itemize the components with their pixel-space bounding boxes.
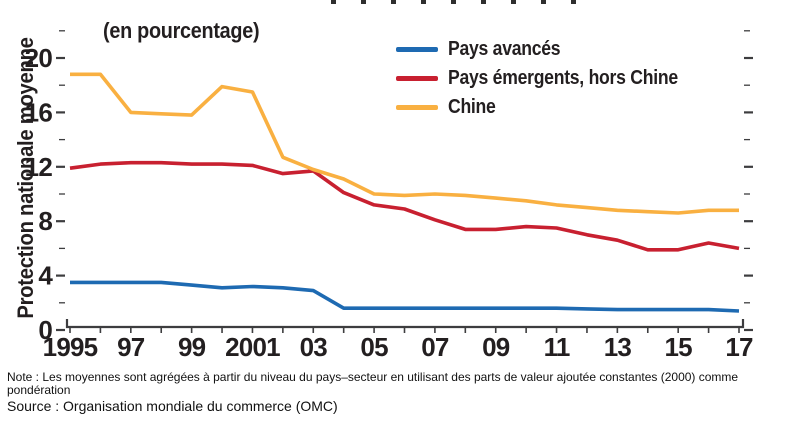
x-axis-label: 11	[544, 332, 570, 362]
legend-item-pays-avances: Pays avancés	[396, 35, 709, 64]
chart-legend: Pays avancés Pays émergents, hors Chine …	[396, 35, 709, 122]
y-axis-label: 4	[38, 261, 53, 291]
series-line-pays-mergents-hors-chine	[69, 160, 740, 252]
footnote: Note : Les moyennes sont agrégées à part…	[7, 370, 739, 397]
source-line: Source : Organisation mondiale du commer…	[7, 398, 338, 414]
x-axis-label: 03	[300, 332, 328, 362]
legend-line-swatch-red	[396, 76, 438, 81]
x-axis-label: 97	[117, 332, 145, 362]
y-axis-label: 20	[25, 43, 53, 73]
x-axis-label: 99	[178, 332, 206, 362]
x-axis-label: 13	[604, 332, 632, 362]
legend-line-swatch-yellow	[396, 105, 438, 110]
x-axis-label: 07	[421, 332, 449, 362]
x-axis-label: 1995	[43, 332, 98, 362]
x-axis-label: 09	[482, 332, 510, 362]
y-axis-label: 12	[25, 152, 53, 182]
legend-item-chine: Chine	[396, 93, 709, 122]
y-axis-label: 8	[38, 206, 52, 236]
series-line-pays-avanc-s	[70, 280, 740, 313]
x-axis-label: 15	[665, 332, 693, 362]
line-chart-plot: 0 4 8 12 16 20 1995 97 99 2001 03 05 07 09 11 13 15 17	[25, 30, 754, 362]
x-axis	[65, 319, 745, 329]
legend-item-pays-emergents: Pays émergents, hors Chine	[396, 64, 709, 93]
chart-subtitle: (en pourcentage)	[103, 18, 260, 43]
series-line-chine	[70, 72, 739, 215]
y-axis-label: 16	[25, 97, 53, 127]
legend-label: Chine	[448, 96, 496, 118]
x-axis-label: 05	[360, 332, 388, 362]
cropped-title-fragment	[331, 0, 599, 4]
x-axis-label: 2001	[225, 332, 280, 362]
legend-line-swatch-blue	[396, 47, 438, 52]
y-axis-label: 0	[38, 315, 52, 345]
x-axis-label: 17	[725, 332, 753, 362]
legend-label: Pays avancés	[448, 38, 561, 60]
legend-label: Pays émergents, hors Chine	[448, 67, 678, 89]
